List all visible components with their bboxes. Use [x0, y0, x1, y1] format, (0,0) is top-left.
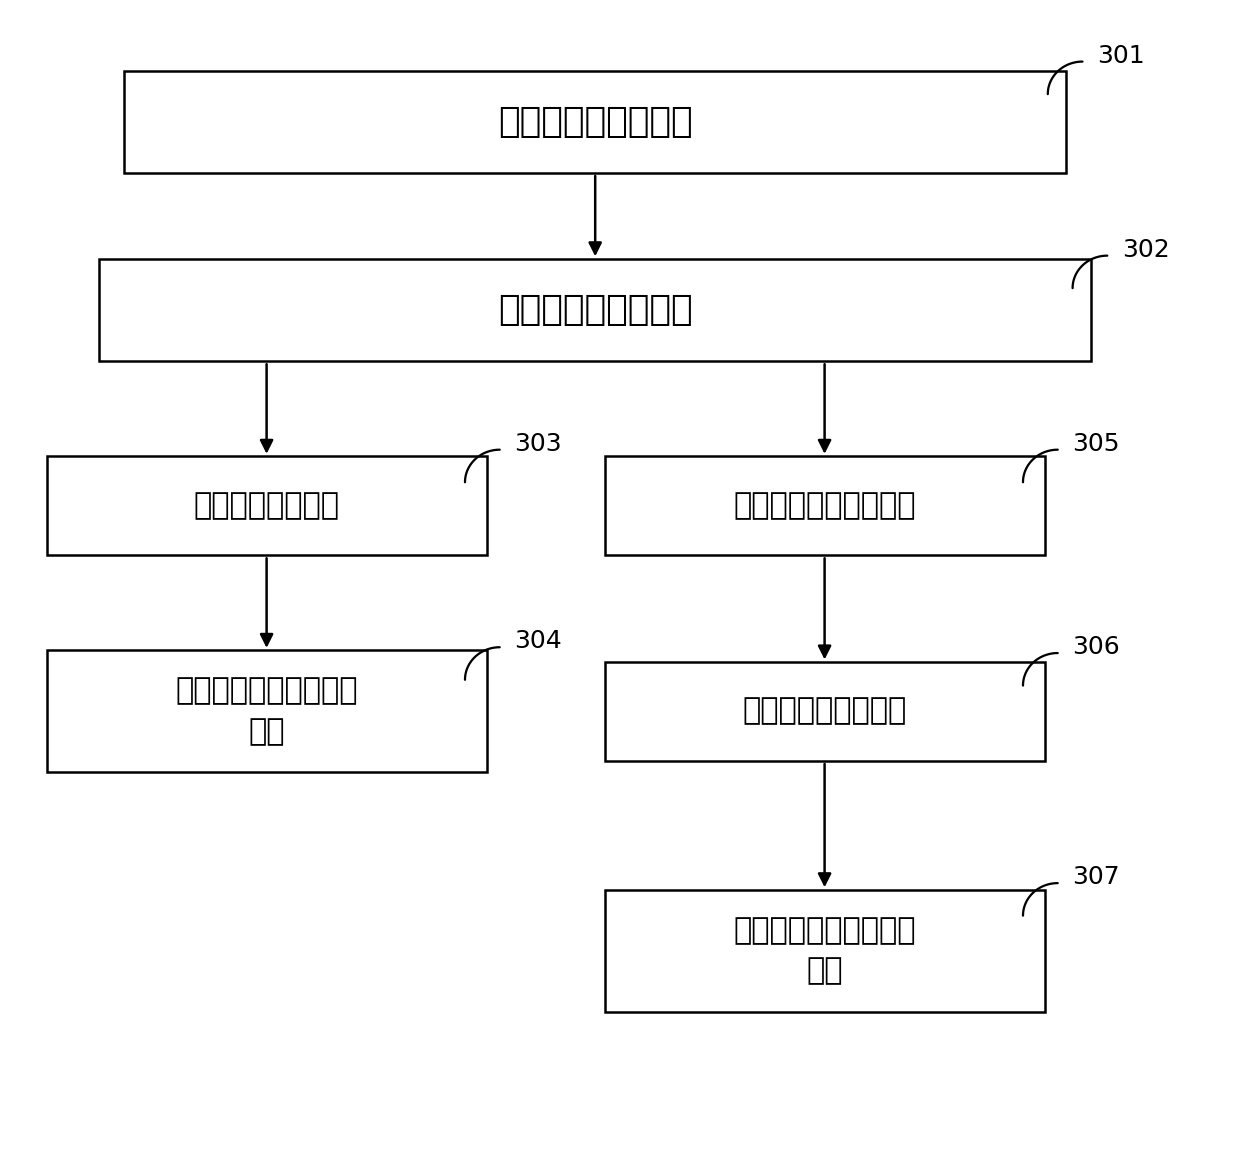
Text: 第一源数据获取单元: 第一源数据获取单元 [498, 105, 692, 139]
FancyBboxPatch shape [124, 71, 1066, 173]
FancyBboxPatch shape [47, 457, 486, 555]
Text: 306: 306 [1073, 636, 1121, 659]
Text: 第二源数据处理单元: 第二源数据处理单元 [498, 293, 692, 328]
Text: 303: 303 [515, 432, 562, 456]
Text: 相关程度计算单元: 相关程度计算单元 [193, 492, 340, 519]
FancyBboxPatch shape [99, 259, 1091, 361]
Text: 304: 304 [515, 630, 563, 653]
Text: 第二线损异常线路判定
单元: 第二线损异常线路判定 单元 [733, 916, 916, 985]
Text: 301: 301 [1097, 44, 1145, 67]
Text: 305: 305 [1073, 432, 1120, 456]
Text: 第一线损异常线路判定
单元: 第一线损异常线路判定 单元 [175, 676, 358, 746]
FancyBboxPatch shape [605, 457, 1044, 555]
FancyBboxPatch shape [47, 651, 486, 773]
Text: 307: 307 [1073, 866, 1120, 889]
Text: 相关变量分群处理单元: 相关变量分群处理单元 [733, 492, 916, 519]
Text: 302: 302 [1122, 238, 1171, 261]
Text: 决定程度值处理单元: 决定程度值处理单元 [743, 697, 906, 725]
FancyBboxPatch shape [605, 890, 1044, 1011]
FancyBboxPatch shape [605, 662, 1044, 761]
